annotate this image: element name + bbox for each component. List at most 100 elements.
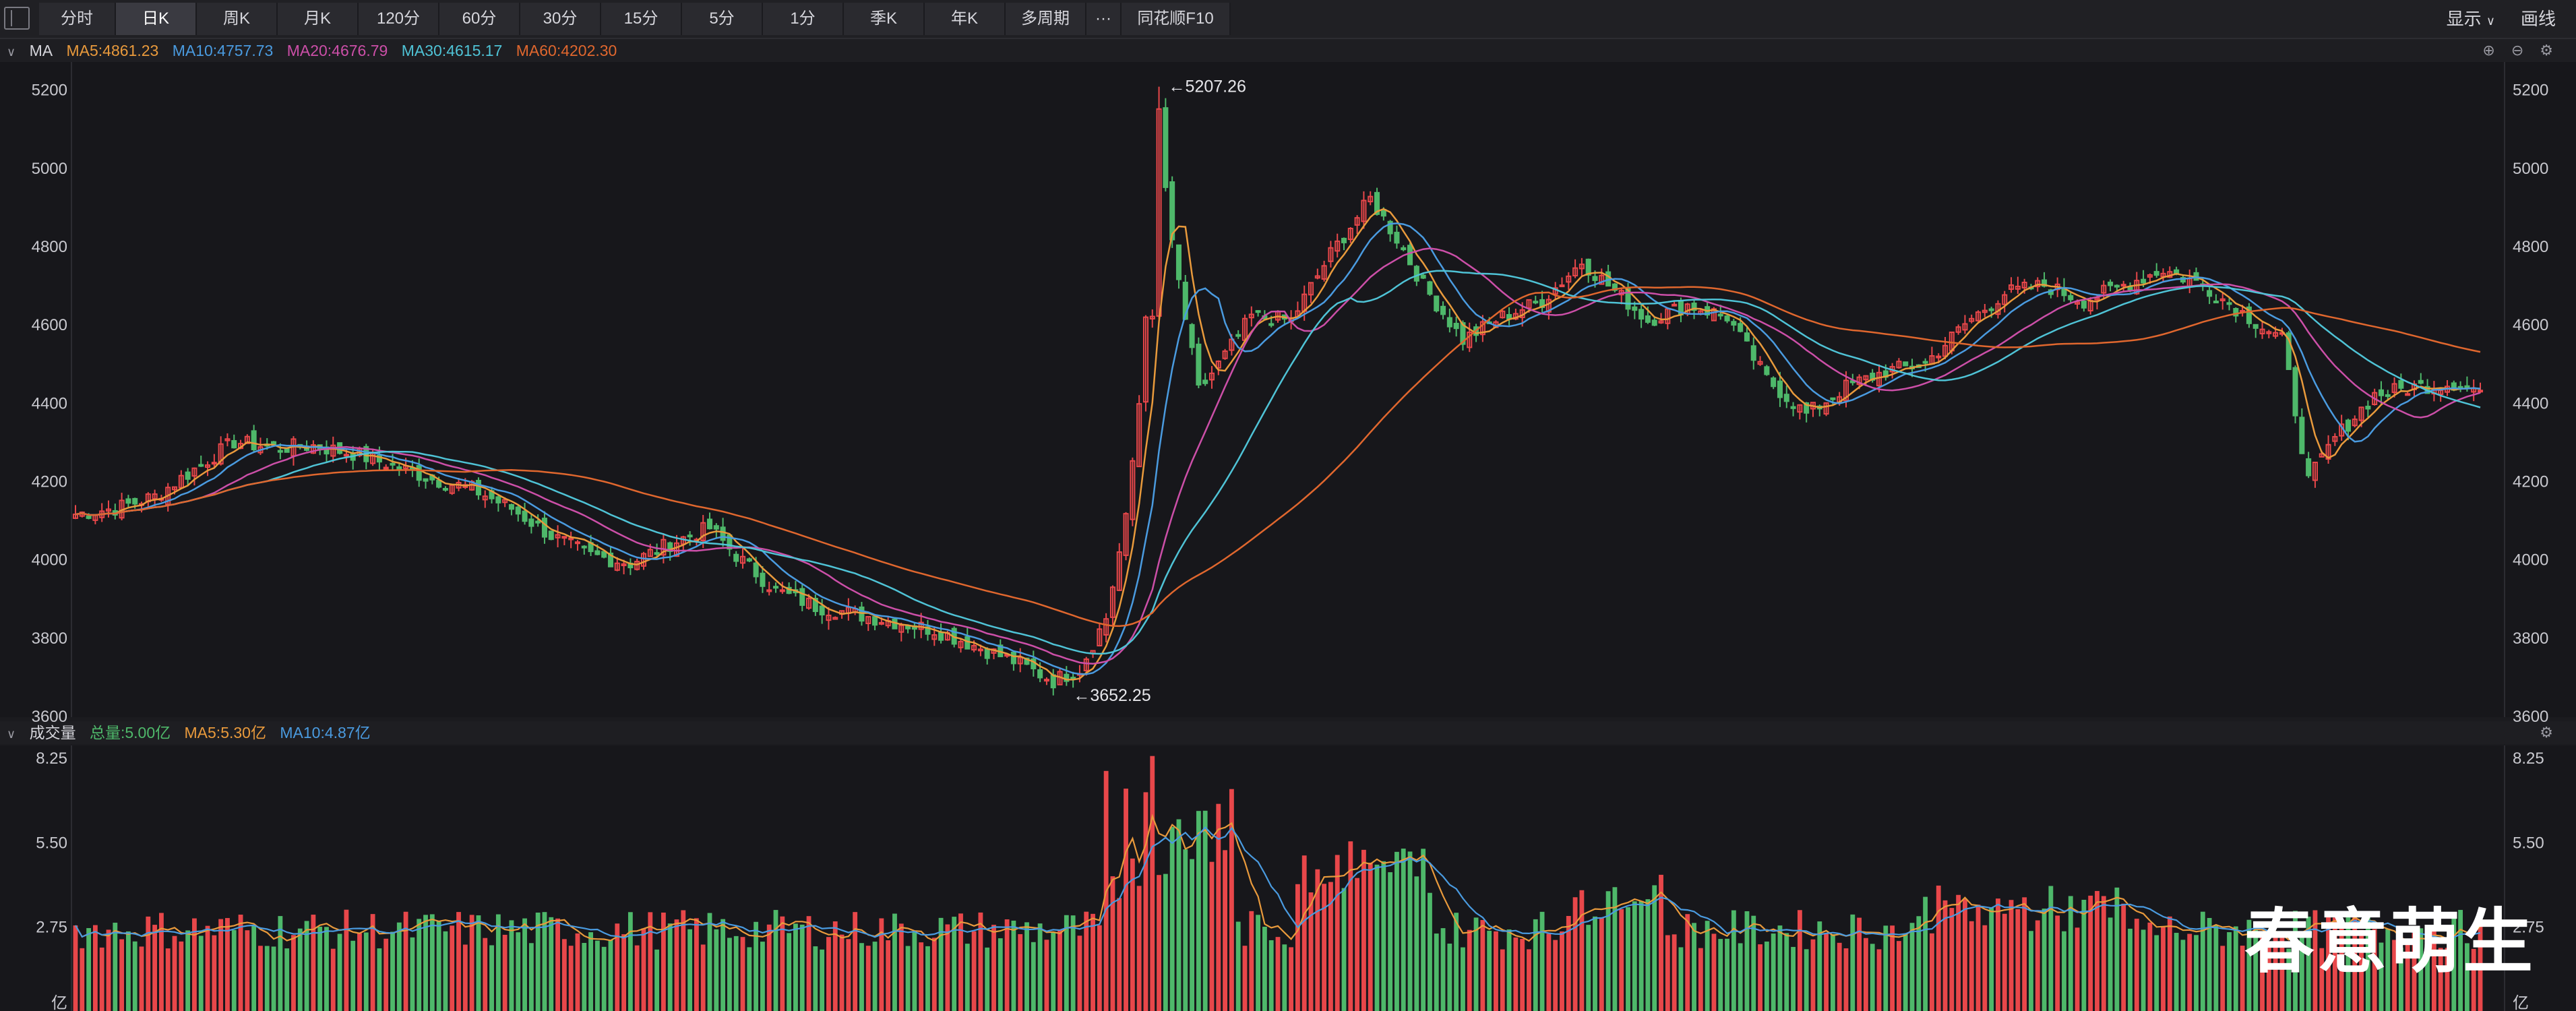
- candle: [1922, 361, 1928, 364]
- candle: [2219, 298, 2226, 301]
- volume-bar: [1150, 756, 1155, 1011]
- candle: [2358, 406, 2364, 421]
- volume-label[interactable]: 成交量: [29, 724, 76, 741]
- candle: [1612, 283, 1618, 291]
- tab-9[interactable]: 1分: [763, 3, 844, 35]
- tab-5[interactable]: 60分: [439, 3, 520, 35]
- candle: [2042, 279, 2048, 287]
- minus-icon[interactable]: ⊖: [2511, 42, 2531, 59]
- volume-bar: [2048, 886, 2054, 1011]
- candle: [1982, 309, 1988, 313]
- volume-bar: [1619, 909, 1624, 1011]
- candle: [793, 589, 799, 594]
- tab-2[interactable]: 周K: [197, 3, 278, 35]
- volume-bar: [1705, 921, 1710, 1011]
- sidebar-toggle-icon[interactable]: [4, 7, 30, 30]
- volume-bar: [1810, 939, 1816, 1011]
- candle: [535, 520, 541, 524]
- volume-bar: [390, 931, 395, 1011]
- draw-button[interactable]: 画线: [2520, 9, 2556, 29]
- tab-3[interactable]: 月K: [278, 3, 359, 35]
- volume-bar: [159, 913, 164, 1011]
- candle: [1552, 287, 1558, 295]
- volume-bar: [1876, 949, 1882, 1011]
- volume-bar: [740, 937, 745, 1011]
- gear-icon[interactable]: ⚙: [2540, 42, 2560, 59]
- candle: [363, 446, 369, 462]
- candle: [1566, 275, 1572, 283]
- candle: [2292, 367, 2298, 417]
- price-tick-right: 5200: [2513, 82, 2548, 100]
- candle: [515, 506, 521, 515]
- candle: [2411, 383, 2418, 390]
- candle: [1678, 299, 1684, 315]
- candle: [2147, 274, 2153, 278]
- candle: [706, 518, 713, 530]
- candle: [1308, 282, 1314, 296]
- volume-bar: [1381, 861, 1386, 1011]
- volume-bar: [919, 942, 924, 1011]
- volume-bar: [1388, 872, 1393, 1011]
- volume-bar: [1956, 894, 1961, 1011]
- candle: [1050, 674, 1056, 689]
- candle: [2312, 462, 2318, 481]
- candle: [2127, 286, 2133, 290]
- candle: [284, 448, 290, 453]
- volume-bar: [1434, 933, 1439, 1011]
- indicator-name[interactable]: MA: [29, 42, 53, 59]
- tab-12[interactable]: 多周期: [1006, 3, 1086, 35]
- tab-14[interactable]: 同花顺F10: [1122, 3, 1231, 35]
- tab-6[interactable]: 30分: [520, 3, 601, 35]
- tab-4[interactable]: 120分: [359, 3, 439, 35]
- tab-10[interactable]: 季K: [844, 3, 925, 35]
- candle: [277, 450, 283, 453]
- volume-bar: [212, 935, 217, 1011]
- volume-bar: [766, 924, 772, 1011]
- volume-bar: [357, 933, 362, 1011]
- collapse-icon[interactable]: ∨: [7, 727, 16, 741]
- volume-bar: [1942, 900, 1948, 1011]
- volume-bar: [971, 931, 977, 1011]
- candle: [383, 466, 389, 470]
- candle: [456, 482, 462, 489]
- candle: [489, 490, 495, 499]
- volume-bar: [760, 942, 765, 1011]
- display-menu[interactable]: 显示 ∨: [2447, 3, 2495, 35]
- volume-bar: [687, 929, 693, 1011]
- volume-bar: [324, 927, 329, 1011]
- volume-bar: [417, 919, 422, 1011]
- gear-icon[interactable]: ⚙: [2540, 724, 2560, 741]
- tab-0[interactable]: 分时: [39, 3, 116, 35]
- volume-bar: [125, 931, 131, 1011]
- volume-bar: [575, 933, 580, 1011]
- volume-bar: [1157, 875, 1161, 1011]
- add-icon[interactable]: ⊕: [2482, 42, 2502, 59]
- volume-bar: [1130, 858, 1135, 1011]
- candle: [2325, 443, 2331, 460]
- tab-8[interactable]: 5分: [682, 3, 763, 35]
- candle: [2035, 280, 2041, 288]
- candle: [694, 539, 700, 542]
- volume-bar: [1268, 940, 1274, 1011]
- collapse-icon[interactable]: ∨: [7, 45, 16, 59]
- volume-bar: [2029, 931, 2033, 1011]
- candle: [1281, 314, 1287, 320]
- candle: [304, 446, 310, 451]
- tab-13[interactable]: ···: [1086, 3, 1122, 35]
- candle: [2259, 328, 2265, 335]
- volume-bar: [2174, 933, 2179, 1011]
- candle: [2141, 278, 2147, 284]
- tab-1[interactable]: 日K: [116, 3, 197, 35]
- candle: [607, 552, 614, 568]
- candle: [2385, 394, 2391, 397]
- candle: [495, 496, 501, 503]
- candle: [2438, 390, 2444, 396]
- tab-11[interactable]: 年K: [925, 3, 1006, 35]
- volume-bar: [225, 918, 230, 1011]
- candle: [555, 534, 561, 539]
- volume-bar: [1057, 929, 1062, 1011]
- tab-7[interactable]: 15分: [601, 3, 682, 35]
- volume-bar: [1394, 851, 1399, 1011]
- volume-bar: [1077, 936, 1082, 1011]
